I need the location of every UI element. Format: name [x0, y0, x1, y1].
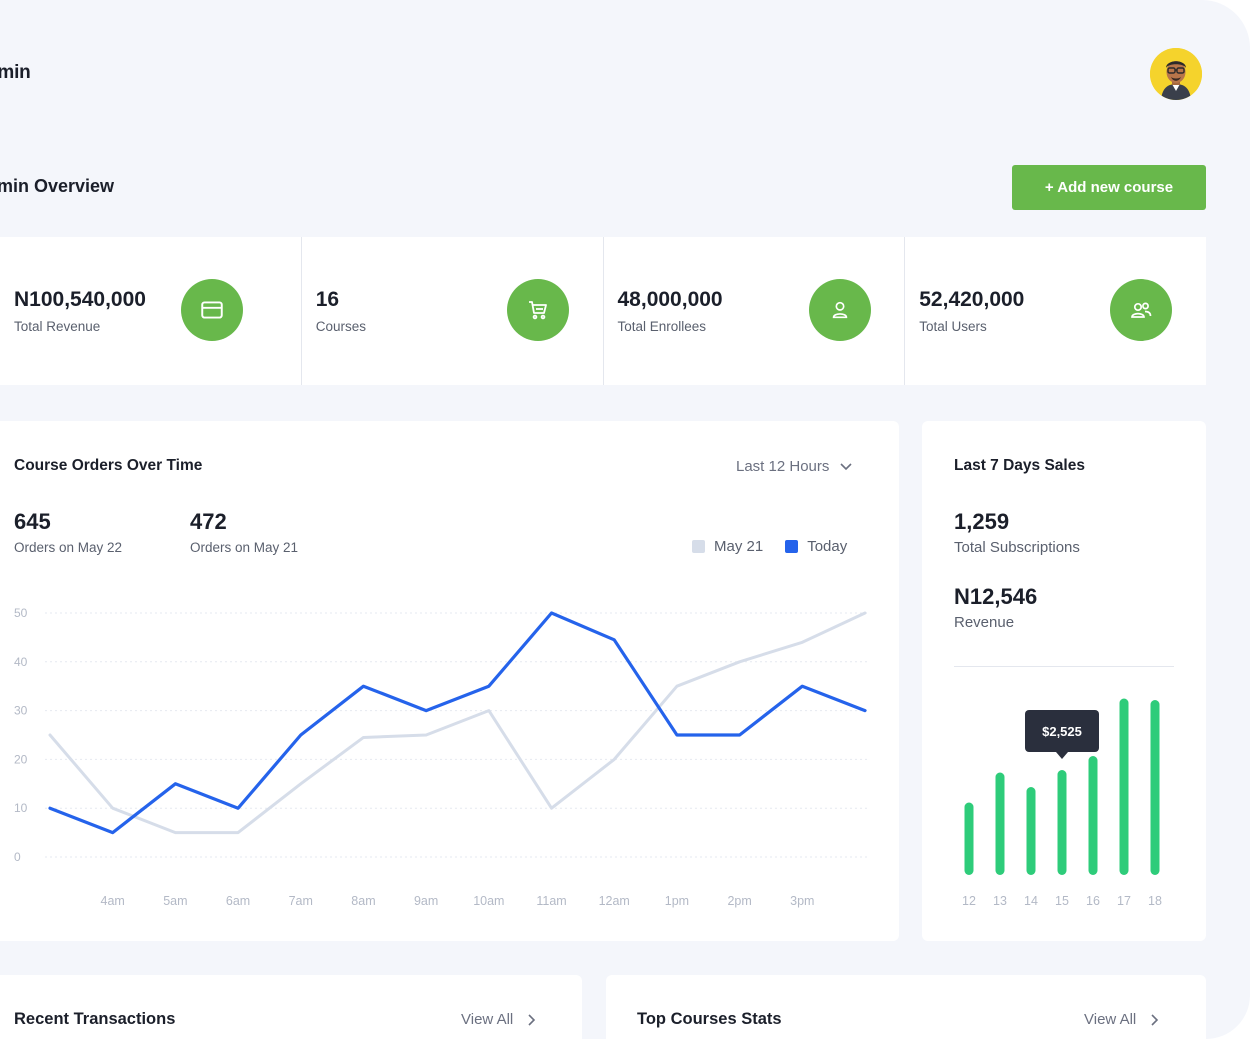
view-all-label: View All [1084, 1011, 1137, 1028]
series-line-may21[interactable] [48, 611, 867, 835]
legend-swatch [692, 540, 705, 553]
x-tick-label: 16 [1086, 894, 1100, 908]
stat-card-enrollees: 48,000,000 Total Enrollees [604, 237, 906, 385]
tooltip-label: $2,525 [1042, 724, 1082, 739]
sales-bar-chart: 12 13 14 15 $2,525 16 17 18 [962, 698, 1162, 908]
stat-value: 52,420,000 [919, 288, 1025, 311]
cart-icon [506, 279, 569, 341]
stats-row: N100,540,000 Total Revenue 16 Courses 48… [0, 237, 1206, 385]
stat-card-revenue: N100,540,000 Total Revenue [0, 237, 302, 385]
section-title: dmin Overview [0, 176, 115, 196]
bar-tooltip: $2,525 [1025, 710, 1099, 759]
card-title: Course Orders Over Time [14, 457, 203, 474]
x-tick-label: 17 [1117, 894, 1131, 908]
x-tick-label: 10am [473, 894, 504, 908]
user-icon [808, 279, 871, 341]
x-tick-label: 9am [414, 894, 438, 908]
y-tick-label: 20 [14, 752, 28, 766]
stat-label: Total Enrollees [617, 319, 707, 334]
y-tick-label: 50 [14, 606, 28, 620]
chevron-right-icon [1151, 1013, 1159, 1026]
card-title: Last 7 Days Sales [954, 457, 1085, 474]
x-tick-label: 18 [1148, 894, 1162, 908]
stat-label: Total Users [919, 319, 987, 334]
x-tick-label: 12am [599, 894, 630, 908]
stat-value: 16 [315, 288, 340, 311]
orders-today-label: Orders on May 22 [14, 540, 123, 555]
stat-card-users: 52,420,000 Total Users [905, 237, 1206, 385]
view-all-courses-link[interactable]: View All [1084, 1011, 1160, 1028]
x-tick-label: 11am [536, 894, 566, 908]
view-all-label: View All [461, 1011, 514, 1028]
y-tick-label: 0 [14, 850, 21, 864]
view-all-transactions-link[interactable]: View All [461, 1011, 537, 1028]
last-7-days-sales-card: Last 7 Days Sales 1,259 Total Subscripti… [922, 421, 1206, 941]
stat-label: Courses [315, 319, 367, 334]
stat-value: N100,540,000 [14, 288, 146, 311]
sales-bar[interactable] [1026, 787, 1036, 875]
stat-label: Total Revenue [14, 319, 101, 334]
x-tick-label: 3pm [790, 894, 814, 908]
revenue-label: Revenue [954, 614, 1015, 631]
x-tick-label: 1pm [665, 894, 689, 908]
legend-swatch [785, 540, 799, 553]
chevron-down-icon [840, 462, 852, 470]
orders-line-chart: 0 10 20 30 40 50 4am 5am 6am 7am 8am 9am 10am 11am 12a… [14, 606, 870, 908]
course-orders-card: Course Orders Over Time Last 12 Hours 64… [0, 421, 899, 941]
y-tick-label: 40 [14, 655, 28, 669]
x-tick-label: 14 [1024, 894, 1038, 908]
chart-legend: May 21 Today [692, 538, 847, 555]
sales-bar[interactable] [1057, 770, 1067, 875]
page-title: dmin [0, 62, 31, 83]
divider [954, 666, 1174, 667]
x-tick-label: 8am [351, 894, 375, 908]
recent-transactions-card: Recent Transactions View All [0, 975, 582, 1039]
x-tick-label: 15 [1055, 894, 1069, 908]
series-line-today[interactable] [48, 611, 867, 835]
x-tick-label: 7am [289, 894, 313, 908]
y-tick-label: 30 [14, 704, 28, 718]
sales-bar[interactable] [1119, 698, 1129, 876]
x-tick-label: 6am [226, 894, 250, 908]
sales-bar[interactable] [1088, 756, 1098, 875]
legend-label: May 21 [714, 538, 764, 555]
x-tick-label: 12 [962, 894, 976, 908]
stat-card-courses: 16 Courses [302, 237, 604, 385]
sales-bar[interactable] [964, 802, 974, 876]
card-title: Top Courses Stats [637, 1010, 782, 1028]
users-icon [1110, 279, 1173, 341]
credit-card-icon [181, 279, 243, 341]
sales-bar[interactable] [1150, 700, 1160, 875]
y-tick-label: 10 [14, 801, 28, 815]
top-courses-card: Top Courses Stats View All [606, 975, 1206, 1039]
avatar-illustration [1150, 48, 1202, 100]
x-tick-label: 2pm [727, 894, 751, 908]
orders-yesterday-label: Orders on May 21 [190, 540, 299, 555]
legend-may21[interactable]: May 21 [692, 538, 763, 555]
stat-value: 48,000,000 [617, 288, 723, 311]
subscriptions-label: Total Subscriptions [954, 539, 1080, 556]
chevron-right-icon [528, 1013, 536, 1026]
orders-yesterday-value: 472 [190, 509, 227, 534]
sales-bar[interactable] [995, 772, 1005, 876]
x-tick-label: 13 [993, 894, 1007, 908]
revenue-value: N12,546 [954, 584, 1038, 609]
legend-today[interactable]: Today [785, 538, 847, 555]
avatar[interactable] [1150, 48, 1202, 100]
subscriptions-value: 1,259 [954, 509, 1010, 534]
legend-label: Today [807, 538, 848, 555]
dropdown-label: Last 12 Hours [736, 458, 830, 475]
orders-today-value: 645 [14, 509, 51, 534]
x-tick-label: 5am [163, 894, 187, 908]
card-title: Recent Transactions [14, 1010, 176, 1028]
add-new-course-button[interactable]: + Add new course [1012, 165, 1206, 210]
time-range-dropdown[interactable]: Last 12 Hours [736, 458, 853, 475]
x-tick-label: 4am [101, 894, 125, 908]
